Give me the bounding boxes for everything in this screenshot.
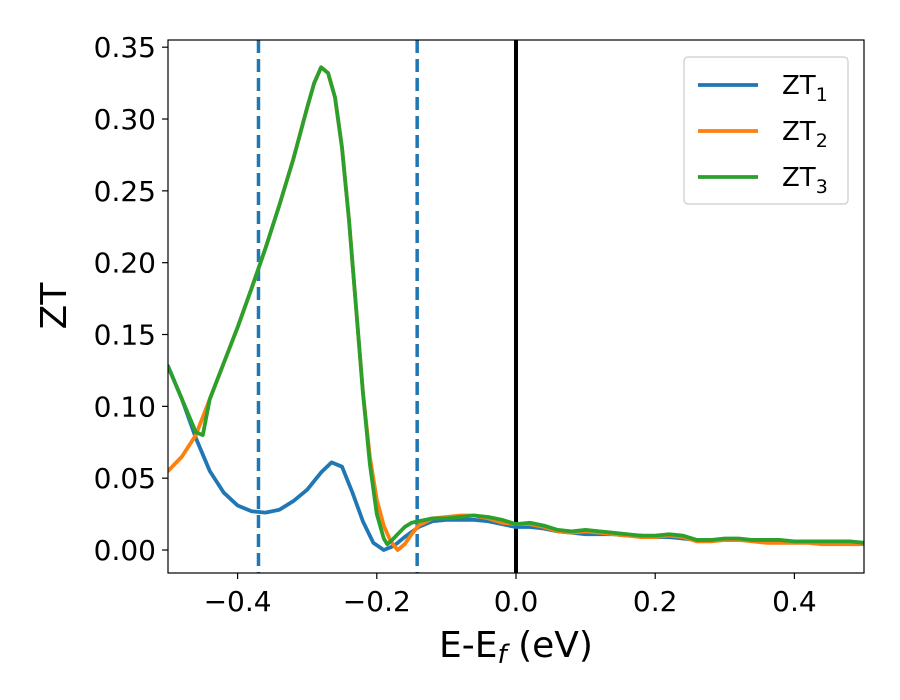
legend-label-3: ZT3 (782, 163, 828, 198)
x-tick-label: 0.2 (633, 585, 678, 618)
x-tick-label: −0.2 (343, 585, 411, 618)
x-tick-label: 0.4 (772, 585, 817, 618)
x-axis-label: E-Ef (eV) (439, 625, 593, 670)
y-tick-label: 0.20 (94, 247, 156, 280)
legend-box (683, 56, 849, 205)
x-tick-label: −0.4 (204, 585, 272, 618)
y-tick-label: 0.00 (94, 534, 156, 567)
y-tick-label: 0.25 (94, 175, 156, 208)
y-tick-label: 0.15 (94, 319, 156, 352)
x-axis-label-main: E-E (439, 625, 497, 666)
y-axis-ticks: 0.00 0.05 0.10 0.15 0.20 0.25 0.30 0.35 (94, 31, 168, 567)
y-tick-label: 0.10 (94, 390, 156, 423)
y-tick-label: 0.05 (94, 462, 156, 495)
x-axis-label-suffix: (eV) (507, 625, 593, 666)
vertical-reference-lines (256, 40, 518, 573)
x-tick-label: 0.0 (494, 585, 539, 618)
legend: ZT1 ZT2 ZT3 (683, 56, 849, 205)
legend-label-1: ZT1 (782, 71, 828, 106)
legend-label-2: ZT2 (782, 117, 828, 152)
y-tick-label: 0.30 (94, 103, 156, 136)
y-tick-label: 0.35 (94, 31, 156, 64)
series-line-3 (168, 65, 864, 547)
y-axis-label: ZT (34, 282, 75, 330)
x-axis-ticks: −0.4 −0.2 0.0 0.2 0.4 (204, 573, 817, 618)
series-lines (168, 65, 864, 552)
